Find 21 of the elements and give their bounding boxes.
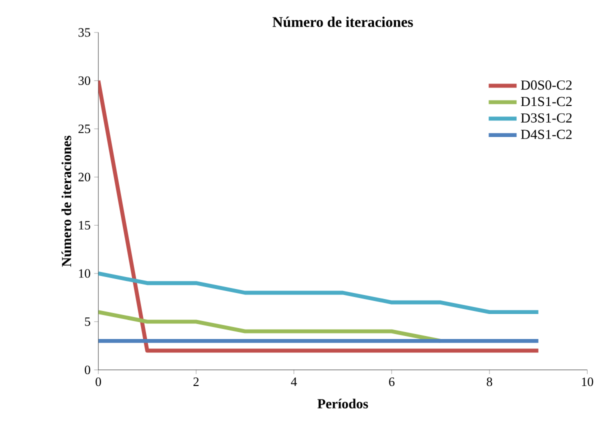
legend-label: D1S1-C2: [520, 97, 572, 106]
x-tick-label: 8: [486, 378, 492, 386]
x-tick-label: 0: [96, 378, 102, 386]
x-tick-label: 10: [582, 378, 594, 386]
y-tick-label: 10: [79, 269, 90, 278]
legend-label: D4S1-C2: [520, 130, 572, 140]
y-tick-label: 35: [78, 28, 90, 37]
y-tick-label: 30: [78, 76, 90, 86]
x-tick-label: 6: [389, 378, 394, 386]
y-tick-label: 5: [85, 318, 90, 326]
legend-label: D0S0-C2: [520, 80, 572, 90]
y-tick-label: 25: [78, 124, 90, 134]
y-tick-label: 20: [78, 172, 90, 182]
x-tick-label: 2: [193, 378, 199, 386]
chart-title: Número de iteraciones: [272, 16, 413, 28]
y-tick-label: 15: [79, 221, 90, 230]
y-tick-label: 0: [84, 366, 90, 374]
y-axis-title: Número de iteraciones: [62, 136, 72, 267]
x-axis-title: Períodos: [317, 398, 368, 409]
legend-label: D3S1-C2: [520, 114, 572, 123]
x-tick-label: 4: [290, 378, 297, 386]
